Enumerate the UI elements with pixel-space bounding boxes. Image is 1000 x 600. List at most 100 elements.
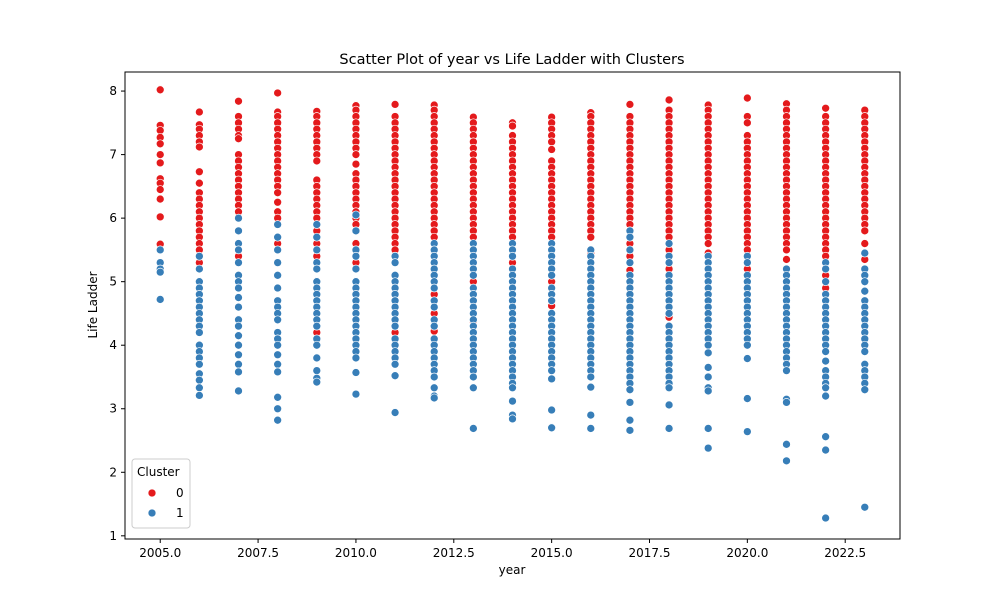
point-cluster-1-99 <box>351 389 361 399</box>
point-cluster-0-66 <box>273 197 282 207</box>
point-cluster-1-47 <box>273 283 282 293</box>
point-cluster-1-22 <box>195 383 204 393</box>
point-cluster-0-101 <box>351 150 361 159</box>
point-cluster-1-356 <box>821 347 830 356</box>
point-cluster-1-38 <box>234 350 243 360</box>
y-tick-label-4: 5 <box>109 275 117 289</box>
x-tick-label-7: 2022.5 <box>824 546 866 560</box>
point-cluster-1-361 <box>821 383 830 393</box>
point-cluster-1-370 <box>860 286 870 296</box>
point-cluster-0-65 <box>273 188 282 198</box>
x-axis: 2005.0 2007.5 2010.0 2012.5 2015.0 2017.5 2020… <box>139 539 866 560</box>
point-cluster-1-115 <box>390 359 400 369</box>
y-tick-label-3: 4 <box>109 338 117 352</box>
point-cluster-1-365 <box>821 513 830 523</box>
point-cluster-1-65 <box>312 264 322 274</box>
y-tick-label-5: 6 <box>109 211 117 225</box>
point-cluster-0-275 <box>664 95 674 105</box>
x-tick-label-4: 2015.0 <box>531 546 573 560</box>
point-cluster-1-270 <box>664 309 674 318</box>
point-cluster-0-418 <box>860 239 870 248</box>
point-cluster-0-10 <box>155 194 165 204</box>
x-tick-label-2: 2010.0 <box>335 546 377 560</box>
point-cluster-1-342 <box>782 439 791 449</box>
y-axis: 1 2 3 4 5 6 7 8 <box>109 84 125 543</box>
chart-title: Scatter Plot of year vs Life Ladder with… <box>339 52 684 68</box>
point-cluster-1-77 <box>312 366 322 375</box>
point-cluster-1-236 <box>625 232 635 242</box>
point-cluster-1-307 <box>742 258 752 267</box>
point-cluster-0-4 <box>155 139 165 149</box>
point-cluster-1-161 <box>469 383 478 393</box>
point-cluster-1-33 <box>234 302 243 312</box>
point-cluster-1-357 <box>821 356 830 366</box>
point-cluster-1-363 <box>821 432 830 442</box>
point-cluster-0-214 <box>547 145 556 154</box>
point-cluster-1-282 <box>664 400 674 410</box>
point-cluster-1-24 <box>234 213 243 223</box>
point-cluster-1-162 <box>469 424 478 433</box>
point-cluster-1-5 <box>195 251 204 261</box>
point-cluster-1-35 <box>234 321 243 331</box>
point-cluster-0-51 <box>273 88 282 98</box>
point-cluster-0-417 <box>860 226 870 236</box>
point-cluster-0-0 <box>155 85 165 95</box>
point-cluster-0-116 <box>390 100 400 109</box>
point-cluster-0-190 <box>508 121 517 131</box>
point-cluster-1-305 <box>703 443 713 453</box>
point-cluster-1-145 <box>469 270 478 280</box>
point-cluster-0-5 <box>155 150 165 159</box>
point-cluster-1-259 <box>625 415 635 425</box>
point-cluster-1-283 <box>664 424 674 433</box>
legend-marker-0 <box>147 488 157 498</box>
point-cluster-1-209 <box>547 405 556 415</box>
point-cluster-0-20 <box>195 178 204 188</box>
point-cluster-1-40 <box>234 367 243 377</box>
point-cluster-1-137 <box>429 383 439 393</box>
point-cluster-0-250 <box>586 232 596 242</box>
point-cluster-1-299 <box>703 348 713 358</box>
point-cluster-1-136 <box>429 372 439 382</box>
point-cluster-1-61 <box>312 220 322 229</box>
point-cluster-1-81 <box>351 226 361 236</box>
plot-area-frame <box>124 71 901 540</box>
point-cluster-1-3 <box>155 267 165 277</box>
point-cluster-1-343 <box>782 456 791 466</box>
point-cluster-1-185 <box>508 383 517 393</box>
point-cluster-1-197 <box>547 296 556 306</box>
point-cluster-1-75 <box>312 340 322 350</box>
y-tick-label-1: 2 <box>109 465 117 479</box>
point-cluster-1-186 <box>508 396 517 406</box>
point-cluster-1-31 <box>234 283 243 293</box>
point-cluster-0-13 <box>195 107 204 117</box>
point-cluster-1-300 <box>703 363 713 372</box>
legend-entries: 01 <box>147 486 184 520</box>
point-cluster-1-0 <box>155 245 165 255</box>
point-cluster-1-63 <box>312 245 322 255</box>
point-cluster-0-18 <box>195 142 204 152</box>
x-axis-label: year <box>499 563 526 577</box>
point-cluster-0-326 <box>742 118 752 128</box>
point-cluster-1-165 <box>508 251 517 261</box>
point-cluster-1-127 <box>429 302 439 312</box>
point-cluster-1-194 <box>547 270 556 280</box>
legend-box <box>131 458 191 529</box>
y-tick-label-0: 1 <box>109 529 117 543</box>
point-cluster-1-21 <box>195 375 204 385</box>
point-cluster-1-41 <box>234 386 243 396</box>
point-cluster-1-345 <box>821 264 830 274</box>
point-cluster-0-79 <box>312 156 322 166</box>
point-cluster-0-322 <box>703 239 713 248</box>
point-cluster-1-385 <box>860 502 870 512</box>
legend-label-1: 1 <box>176 506 184 520</box>
y-tick-label-6: 7 <box>109 148 117 162</box>
point-cluster-1-46 <box>273 270 282 280</box>
point-cluster-1-188 <box>508 414 517 424</box>
point-cluster-1-39 <box>234 359 243 369</box>
point-cluster-1-210 <box>547 423 556 433</box>
point-cluster-0-370 <box>782 245 791 255</box>
point-cluster-1-84 <box>351 264 361 274</box>
point-cluster-1-15 <box>195 328 204 337</box>
